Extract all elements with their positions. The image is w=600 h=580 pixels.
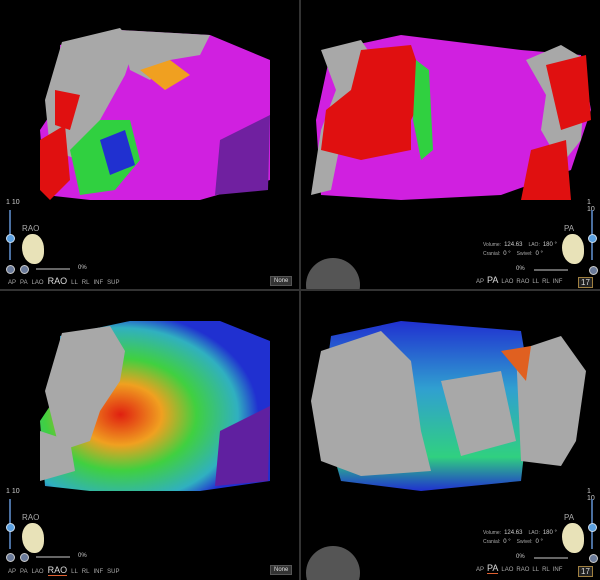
anatomical-map-activation-rao[interactable] [0,0,299,289]
transparency-slider[interactable] [534,557,568,559]
view-rao[interactable]: RAO [516,279,530,285]
view-ap[interactable]: AP [476,279,485,285]
swivel-label: Swivel: [516,539,533,545]
anatomical-map-activation-pa[interactable] [301,0,600,289]
view-inf[interactable]: INF [552,567,563,573]
orientation-info: Volume: 124.63 LAO: 180 ° Cranial: 0 ° Swivel… [483,529,563,547]
transparency-slider[interactable] [534,269,568,271]
view-label: PA [564,513,575,522]
camera-button[interactable] [20,265,29,274]
view-inf[interactable]: INF [552,279,563,285]
panel-top-right: Volume: 124.63 LAO: 180 ° Cranial: 0 ° Swivel… [301,0,600,289]
volume-label: Volume: [483,530,502,536]
camera-button[interactable] [589,266,598,275]
scale-label: 1 10 [587,199,595,213]
anatomical-map-voltage-rao[interactable] [0,291,299,580]
orientation-info: Volume: 124.63 LAO: 180 ° Cranial: 0 ° Swivel… [483,241,563,259]
view-nav: AP PA LAO RAO LL RL INF [476,563,565,574]
view-ap[interactable]: AP [476,567,485,573]
point-counter[interactable]: 17 [578,277,593,288]
zoom-slider-knob[interactable] [588,523,597,532]
view-pa[interactable]: PA [20,569,28,575]
volume-value: 124.63 [504,530,523,536]
camera-button[interactable] [20,553,29,562]
swivel-value: 0 ° [535,539,543,545]
panel-bottom-left: 1 10 RAO 0% AP PA LAO RAO LL RL INF SUP None [0,291,299,580]
zoom-slider-knob[interactable] [6,234,15,243]
heart-orientation-icon [22,234,44,264]
panel-top-left: 1 10 RAO 0% AP PA LAO RAO LL RL INF SUP None [0,0,299,289]
view-rl[interactable]: RL [542,279,550,285]
cranial-label: Cranial: [483,251,501,257]
heart-orientation-icon [562,234,584,264]
view-ll[interactable]: LL [71,569,78,575]
view-pa[interactable]: PA [487,563,499,574]
view-rl[interactable]: RL [81,280,90,286]
view-lao[interactable]: LAO [31,280,44,286]
transparency-slider[interactable] [36,556,70,558]
view-label: PA [564,224,575,233]
transparency-percent: 0% [516,266,525,272]
transparency-percent: 0% [78,265,87,271]
view-nav: AP PA LAO RAO LL RL INF [476,275,565,285]
transparency-percent: 0% [78,553,87,559]
transparency-percent: 0% [516,554,525,560]
view-label: RAO [22,224,40,233]
heart-orientation-icon [22,523,44,553]
view-nav: AP PA LAO RAO LL RL INF SUP [8,276,123,286]
scale-label: 1 10 [6,199,20,206]
lao-value: 180 ° [542,242,557,248]
view-inf[interactable]: INF [93,569,104,575]
view-pa[interactable]: PA [20,280,28,286]
rotate-button[interactable] [6,265,15,274]
scale-label: 1 10 [6,488,20,495]
lao-label: LAO: [528,530,540,536]
zoom-slider-knob[interactable] [6,523,15,532]
swivel-value: 0 ° [535,251,543,257]
view-rl[interactable]: RL [542,567,550,573]
cranial-value: 0 ° [503,251,511,257]
view-label: RAO [22,513,40,522]
view-ap[interactable]: AP [8,280,17,286]
view-sup[interactable]: SUP [107,569,120,575]
view-pa[interactable]: PA [487,275,499,285]
horizontal-divider [0,289,600,291]
transparency-slider[interactable] [36,268,70,270]
view-rao[interactable]: RAO [47,276,68,286]
lao-value: 180 ° [542,530,557,536]
view-rl[interactable]: RL [81,569,90,575]
view-inf[interactable]: INF [93,280,104,286]
view-sup[interactable]: SUP [107,280,120,286]
view-ap[interactable]: AP [8,569,17,575]
view-lao[interactable]: LAO [501,567,514,573]
scale-label: 1 10 [587,488,595,502]
cranial-value: 0 ° [503,539,511,545]
view-ll[interactable]: LL [532,567,540,573]
point-counter[interactable]: 17 [578,566,593,577]
view-rao[interactable]: RAO [516,567,530,573]
view-rao[interactable]: RAO [47,565,68,576]
view-nav: AP PA LAO RAO LL RL INF SUP [8,565,123,576]
map-dropdown[interactable]: None [270,276,293,286]
swivel-label: Swivel: [516,251,533,257]
panel-bottom-right: Volume: 124.63 LAO: 180 ° Cranial: 0 ° Swivel… [301,291,600,580]
heart-orientation-icon [562,523,584,553]
view-ll[interactable]: LL [71,280,78,286]
camera-button[interactable] [589,554,598,563]
rotate-button[interactable] [6,553,15,562]
view-lao[interactable]: LAO [31,569,44,575]
zoom-slider-knob[interactable] [588,234,597,243]
map-dropdown[interactable]: None [270,565,293,575]
anatomical-map-voltage-pa[interactable] [301,291,600,580]
view-lao[interactable]: LAO [501,279,514,285]
lao-label: LAO: [528,242,540,248]
volume-value: 124.63 [504,242,523,248]
volume-label: Volume: [483,242,502,248]
cranial-label: Cranial: [483,539,501,545]
view-ll[interactable]: LL [532,279,540,285]
